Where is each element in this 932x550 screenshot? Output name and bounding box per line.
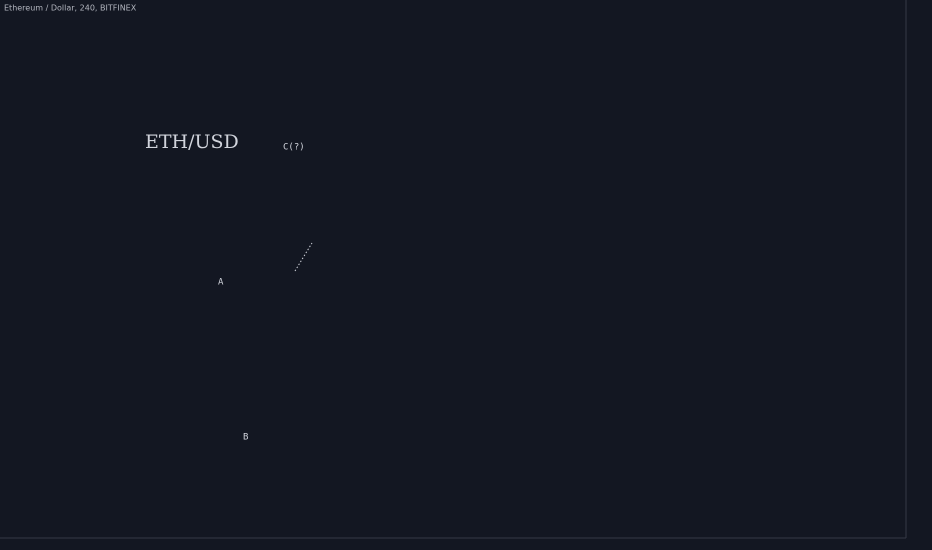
wave-label: A bbox=[218, 278, 224, 288]
wave-label: B bbox=[243, 433, 248, 443]
wave-label: C(?) bbox=[283, 143, 305, 153]
chart-title: Ethereum / Dollar, 240, BITFINEX bbox=[4, 4, 137, 13]
price-axis bbox=[906, 0, 932, 550]
symbol-annotation: ETH/USD bbox=[145, 131, 239, 153]
